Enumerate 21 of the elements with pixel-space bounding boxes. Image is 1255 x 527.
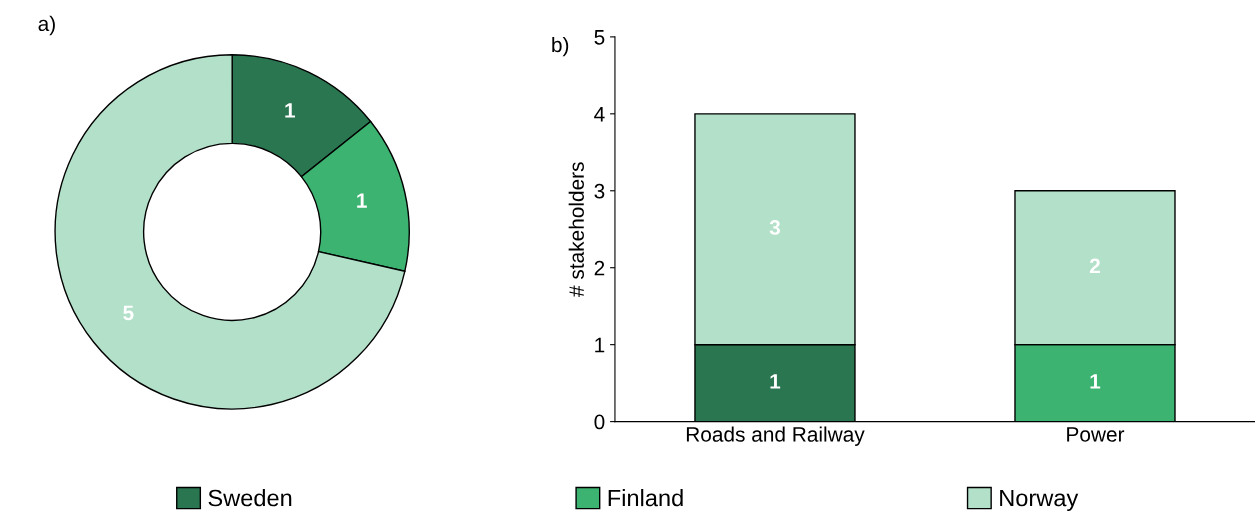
y-tick-label: 2 <box>594 260 605 276</box>
data-label: 2 <box>1089 258 1100 274</box>
chart-title: b) <box>552 36 569 57</box>
y-tick-label: 4 <box>594 107 605 122</box>
legend-label: Norway <box>1000 489 1079 512</box>
x-tick-label: Roads and Railway <box>686 426 865 446</box>
y-tick-label: 0 <box>594 414 605 430</box>
y-tick-label: 1 <box>595 337 605 353</box>
y-axis-title: # stakeholders <box>568 162 584 297</box>
x-tick-label: Power <box>1067 427 1125 442</box>
data-label: 1 <box>285 103 296 118</box>
data-label: 5 <box>123 305 134 321</box>
data-label: 1 <box>1090 374 1101 389</box>
legend-label: Sweden <box>208 489 292 507</box>
data-label: 1 <box>357 193 367 208</box>
chart-title: a) <box>38 15 55 36</box>
y-tick-label: 5 <box>594 30 605 45</box>
data-label: 3 <box>769 220 780 235</box>
y-tick-label: 3 <box>594 183 605 199</box>
data-label: 1 <box>770 374 781 389</box>
legend-label: Finland <box>608 489 683 507</box>
